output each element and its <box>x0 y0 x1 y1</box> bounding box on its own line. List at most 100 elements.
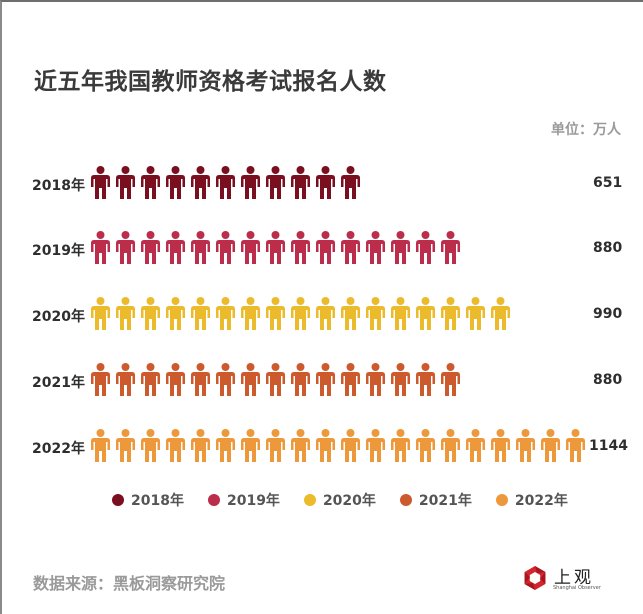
person-icon <box>166 297 191 330</box>
person-icon <box>366 429 391 462</box>
person-icon <box>441 231 466 264</box>
person-icons <box>91 231 466 267</box>
legend-label: 2018年 <box>131 493 184 509</box>
person-icon <box>341 166 366 199</box>
chart-title: 近五年我国教师资格考试报名人数 <box>34 69 387 95</box>
row-value: 990 <box>593 306 623 322</box>
person-icon <box>466 297 491 330</box>
person-icon <box>91 429 116 462</box>
person-icon <box>216 297 241 330</box>
logo-subtext: Shanghai Observer <box>553 585 601 591</box>
legend-item: 2019年 <box>207 490 280 510</box>
row-value: 880 <box>593 240 623 256</box>
person-icon <box>91 231 116 264</box>
person-icon <box>366 231 391 264</box>
person-icon <box>191 166 216 199</box>
person-icon <box>266 166 291 199</box>
legend-dot-icon <box>207 494 220 506</box>
person-icon <box>191 363 216 396</box>
person-icon <box>291 429 316 462</box>
person-icon <box>341 297 366 330</box>
person-icon <box>241 363 266 396</box>
person-icon <box>366 363 391 396</box>
legend-item: 2021年 <box>399 490 472 510</box>
person-icon <box>116 166 141 199</box>
person-icon <box>316 166 341 199</box>
person-icon <box>441 363 466 396</box>
chart-row: 2021年 880 <box>2 363 643 399</box>
person-icon <box>241 166 266 199</box>
person-icon <box>416 429 441 462</box>
person-icon <box>291 231 316 264</box>
person-icon <box>566 429 591 462</box>
shanghai-observer-logo: 上观 Shanghai Observer <box>522 563 614 595</box>
person-icon <box>491 297 516 330</box>
legend-label: 2021年 <box>418 493 472 509</box>
person-icon <box>341 429 366 462</box>
person-icon <box>266 297 291 330</box>
legend: 2018年 2019年 2020年 2021年 2022年 <box>112 490 568 510</box>
person-icon <box>116 231 141 264</box>
person-icon <box>216 231 241 264</box>
legend-item: 2022年 <box>495 490 568 510</box>
legend-label: 2020年 <box>322 493 376 509</box>
person-icon <box>316 231 341 264</box>
person-icon <box>216 363 241 396</box>
person-icon <box>391 231 416 264</box>
person-icon <box>441 297 466 330</box>
person-icon <box>216 166 241 199</box>
logo-text: 上观 <box>554 568 594 588</box>
row-label: 2022年 <box>32 441 85 457</box>
person-icon <box>141 429 166 462</box>
legend-item: 2020年 <box>303 490 376 510</box>
person-icon <box>316 297 341 330</box>
person-icon <box>541 429 566 462</box>
person-icon <box>91 166 116 199</box>
row-value: 651 <box>593 175 623 191</box>
person-icons <box>91 166 366 202</box>
chart-row: 2018年 651 <box>2 166 643 202</box>
person-icon <box>141 231 166 264</box>
person-icon <box>191 429 216 462</box>
person-icon <box>416 297 441 330</box>
person-icon <box>266 363 291 396</box>
person-icon <box>241 297 266 330</box>
legend-dot-icon <box>303 494 316 506</box>
person-icon <box>291 363 316 396</box>
legend-dot-icon <box>112 494 124 506</box>
unit-label: 单位：万人 <box>551 122 621 138</box>
logo-shutter-icon <box>524 566 546 590</box>
person-icon <box>341 231 366 264</box>
person-icon <box>316 429 341 462</box>
person-icon <box>166 231 191 264</box>
person-icon <box>391 363 416 396</box>
legend-dot-icon <box>399 494 412 506</box>
data-source: 数据来源：黑板洞察研究院 <box>33 574 226 593</box>
person-icon <box>141 297 166 330</box>
person-icon <box>366 297 391 330</box>
person-icon <box>416 363 441 396</box>
legend-label: 2022年 <box>514 493 568 509</box>
person-icon <box>116 297 141 330</box>
row-value: 1144 <box>589 438 628 454</box>
person-icon <box>266 231 291 264</box>
person-icon <box>316 363 341 396</box>
person-icon <box>166 363 191 396</box>
chart-row: 2020年 990 <box>2 297 643 333</box>
person-icon <box>466 429 491 462</box>
person-icon <box>241 231 266 264</box>
row-label: 2021年 <box>32 375 85 391</box>
person-icon <box>141 166 166 199</box>
chart-row: 2022年 1144 <box>2 429 643 465</box>
person-icon <box>341 363 366 396</box>
chart-row: 2019年 880 <box>2 231 643 267</box>
row-label: 2018年 <box>32 178 85 194</box>
person-icon <box>241 429 266 462</box>
person-icon <box>191 297 216 330</box>
person-icon <box>516 429 541 462</box>
legend-dot-icon <box>495 494 508 506</box>
person-icon <box>141 363 166 396</box>
person-icon <box>391 429 416 462</box>
person-icon <box>266 429 291 462</box>
